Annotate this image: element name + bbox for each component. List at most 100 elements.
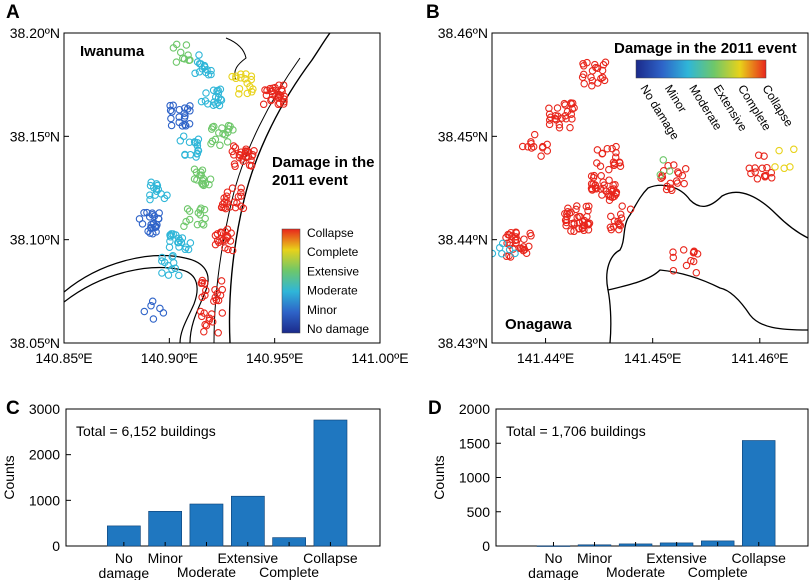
building-dot-collapse (610, 217, 619, 225)
building-dot-minor (138, 220, 147, 228)
panel-b-letter: B (426, 2, 440, 23)
building-dot-collapse (610, 192, 619, 201)
building-dot-extensive (183, 205, 192, 213)
building-dot-collapse (515, 244, 523, 252)
building-dot-extensive (169, 44, 178, 52)
building-dot-collapse (615, 221, 624, 229)
building-dot-collapse (562, 114, 570, 123)
building-dot-collapse (543, 147, 552, 155)
building-dot-moderate (158, 257, 166, 265)
building-dot-moderate (186, 239, 195, 247)
building-dot-collapse (261, 86, 269, 94)
building-dot-complete (235, 90, 243, 98)
building-dot-minor (159, 309, 168, 317)
building-dot-moderate (174, 238, 182, 247)
colorbar-a-label: Collapse (307, 226, 354, 240)
building-dot-collapse (593, 159, 601, 167)
building-dot-moderate (167, 230, 176, 238)
building-dot-extensive (205, 180, 213, 189)
x-tick-label: 141.45ºE (624, 350, 681, 366)
x-category-label: Moderate (177, 564, 236, 580)
building-dot-collapse (239, 204, 248, 213)
building-dot-complete (775, 146, 783, 155)
building-dot-moderate (185, 138, 194, 146)
building-dot-collapse (664, 161, 672, 170)
building-dot-extensive (184, 51, 192, 59)
building-dot-minor (166, 101, 174, 110)
building-dot-complete (771, 163, 779, 171)
y-tick-label: 1000 (29, 492, 60, 508)
x-category-label: No (545, 550, 563, 566)
building-dot-collapse (584, 220, 593, 229)
building-dot-collapse (274, 100, 283, 109)
building-dot-collapse (679, 246, 688, 254)
building-dot-collapse (607, 212, 615, 221)
building-dot-moderate (197, 97, 206, 106)
building-dot-collapse (616, 221, 625, 230)
building-dot-extensive (224, 121, 233, 130)
building-dot-extensive (207, 125, 216, 133)
building-dot-collapse (530, 130, 539, 139)
panel-c-bar-chart: C Total = 6,152 buildings NodamageMinorM… (1, 398, 381, 580)
building-dot-collapse (527, 232, 535, 240)
x-tick-label: 141.00ºE (351, 350, 408, 366)
building-dot-moderate (181, 151, 189, 159)
x-category-label: Collapse (731, 550, 786, 566)
building-dot-collapse (612, 190, 620, 198)
building-dot-collapse (580, 79, 588, 88)
y-tick-label: 0 (482, 538, 490, 554)
x-category-label: Extensive (217, 550, 278, 566)
building-dot-collapse (229, 142, 238, 150)
building-dot-extensive (656, 171, 665, 179)
bar-collapse (741, 440, 776, 547)
panel-b-map-content (492, 58, 808, 343)
building-dot-collapse (546, 113, 555, 122)
building-dot-collapse (202, 286, 210, 295)
building-dot-collapse (275, 99, 284, 108)
building-dot-collapse (267, 96, 275, 105)
y-tick-label: 38.05ºN (10, 335, 60, 351)
inland-road (225, 37, 247, 81)
building-dot-collapse (563, 210, 571, 218)
building-dot-minor (147, 301, 155, 310)
building-dot-collapse (580, 226, 588, 235)
colorbar-b-gradient (635, 59, 767, 79)
building-dot-collapse (667, 184, 675, 193)
building-dot-collapse (211, 286, 219, 294)
panel-b-map: B Onagawa 141.44ºE 141.45ºE 141.46ºE 38.43º… (426, 2, 809, 366)
y-tick-label: 1000 (459, 470, 490, 486)
building-dot-collapse (567, 100, 576, 108)
building-dot-collapse (511, 236, 520, 245)
bar-minor (148, 510, 183, 547)
building-dot-collapse (611, 180, 619, 189)
panel-a-colorbar: Damage in the 2011 event Collapse Complet… (272, 154, 375, 336)
building-dot-collapse (669, 253, 678, 262)
building-dot-collapse (218, 309, 227, 317)
panel-a-place-name: Iwanuma (80, 43, 145, 60)
building-dot-collapse (268, 95, 276, 104)
building-dot-collapse (598, 149, 607, 158)
building-dot-moderate (201, 97, 210, 105)
building-dot-collapse (237, 188, 245, 197)
building-dot-complete (786, 163, 794, 171)
building-dot-moderate (164, 271, 173, 279)
building-dot-collapse (568, 105, 577, 113)
building-dot-moderate (176, 137, 185, 145)
building-dot-moderate (207, 70, 215, 79)
building-dot-collapse (674, 169, 683, 178)
colorbar-a-gradient (281, 228, 301, 334)
building-dot-collapse (754, 151, 763, 159)
building-dot-extensive (198, 176, 207, 185)
panel-d-letter: D (428, 398, 442, 419)
panel-c-total: Total = 6,152 buildings (76, 423, 216, 439)
building-dot-extensive (665, 167, 674, 175)
building-dot-minor (154, 215, 163, 223)
building-dot-complete (232, 72, 240, 80)
panel-d-bar-chart: D Total = 1,706 buildings NodamageMinorM… (428, 398, 809, 580)
building-dot-extensive (215, 129, 223, 137)
building-dot-collapse (588, 81, 596, 90)
building-dot-collapse (537, 152, 545, 160)
building-dot-collapse (230, 151, 238, 159)
building-dot-complete (237, 70, 245, 78)
building-dot-collapse (237, 192, 245, 200)
